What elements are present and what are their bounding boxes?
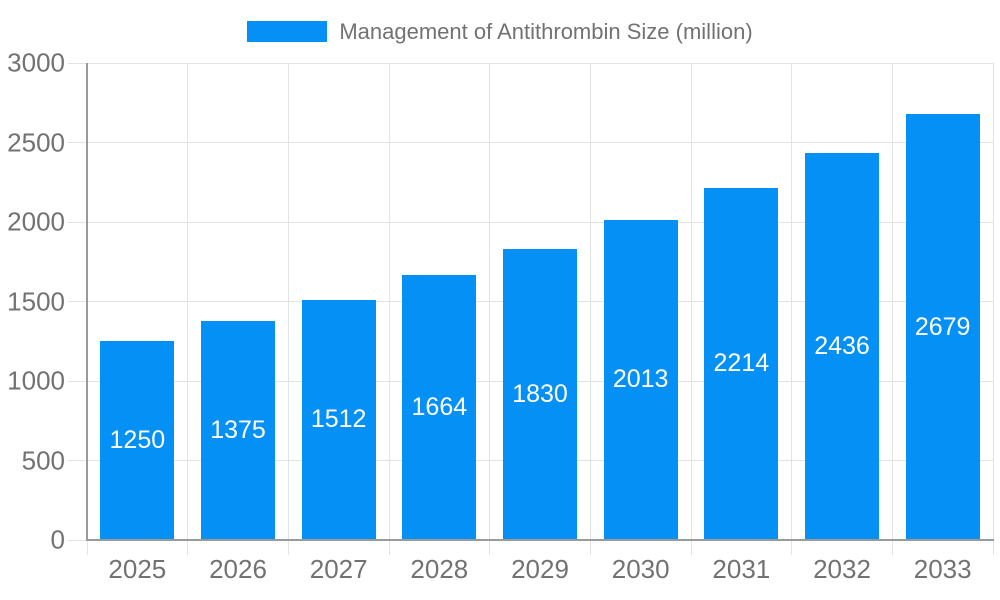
x-tick-label: 2026 xyxy=(209,554,267,584)
bar-value-label: 2013 xyxy=(612,365,669,394)
x-tick-label: 2031 xyxy=(712,554,771,584)
bar: 1250 xyxy=(100,341,175,540)
x-tick-label: 2032 xyxy=(813,554,871,584)
bar: 1664 xyxy=(402,275,477,540)
bar-value-label: 2679 xyxy=(914,312,971,341)
h-gridline xyxy=(68,142,993,143)
bar: 2679 xyxy=(905,114,980,540)
x-tick-label: 2027 xyxy=(309,554,368,584)
bar-value-label: 2436 xyxy=(814,331,870,360)
bar: 1830 xyxy=(503,249,577,540)
y-axis-labels: 0 500 1000 1500 2000 2500 3000 xyxy=(0,48,65,555)
y-tick-label: 1000 xyxy=(7,365,65,396)
x-axis-line xyxy=(86,539,994,541)
x-tick-label: 2028 xyxy=(410,554,469,584)
bar: 1512 xyxy=(301,299,376,540)
h-gridline xyxy=(68,62,993,64)
bar: 1375 xyxy=(201,321,275,540)
bar: 2436 xyxy=(805,152,879,540)
x-tick-label: 2030 xyxy=(611,554,670,584)
x-tick-label: 2033 xyxy=(913,554,972,584)
v-gridline xyxy=(992,63,994,555)
bar-value-label: 1512 xyxy=(310,405,367,434)
legend: Management of Antithrombin Size (million… xyxy=(0,0,1000,63)
bar-value-label: 2214 xyxy=(713,349,770,378)
y-tick-label: 2500 xyxy=(7,127,65,157)
v-gridline xyxy=(287,63,289,555)
plot-area: 1250 1375 1512 1664 1830 2013 2214 2436 2679 xyxy=(68,62,994,555)
v-gridline xyxy=(891,63,893,555)
v-gridline xyxy=(489,63,491,555)
bar-value-label: 1830 xyxy=(512,380,568,409)
bar: 2214 xyxy=(704,187,779,540)
v-gridline xyxy=(690,63,692,555)
legend-label: Management of Antithrombin Size (million… xyxy=(339,18,753,44)
x-tick-label: 2029 xyxy=(511,554,569,584)
bar: 2013 xyxy=(603,219,678,540)
y-tick-label: 0 xyxy=(50,524,65,555)
y-axis-line xyxy=(86,63,88,540)
v-gridline xyxy=(589,63,591,555)
y-tick-label: 3000 xyxy=(7,47,65,78)
bar-value-label: 1250 xyxy=(109,426,166,455)
y-tick-label: 500 xyxy=(21,445,65,475)
v-gridline xyxy=(791,63,793,555)
bar-value-label: 1375 xyxy=(210,416,266,445)
v-gridline xyxy=(388,63,390,555)
y-tick-label: 1500 xyxy=(7,286,65,316)
y-tick-label: 2000 xyxy=(7,206,65,237)
legend-swatch xyxy=(247,21,328,42)
h-gridline xyxy=(68,221,993,223)
v-gridline xyxy=(187,63,189,555)
legend-item[interactable]: Management of Antithrombin Size (million… xyxy=(247,18,753,45)
bar-value-label: 1664 xyxy=(411,393,468,422)
x-axis-labels: 2025 2026 2027 2028 2029 2030 2031 2032 2033 xyxy=(87,540,993,600)
x-tick-label: 2025 xyxy=(108,554,167,584)
